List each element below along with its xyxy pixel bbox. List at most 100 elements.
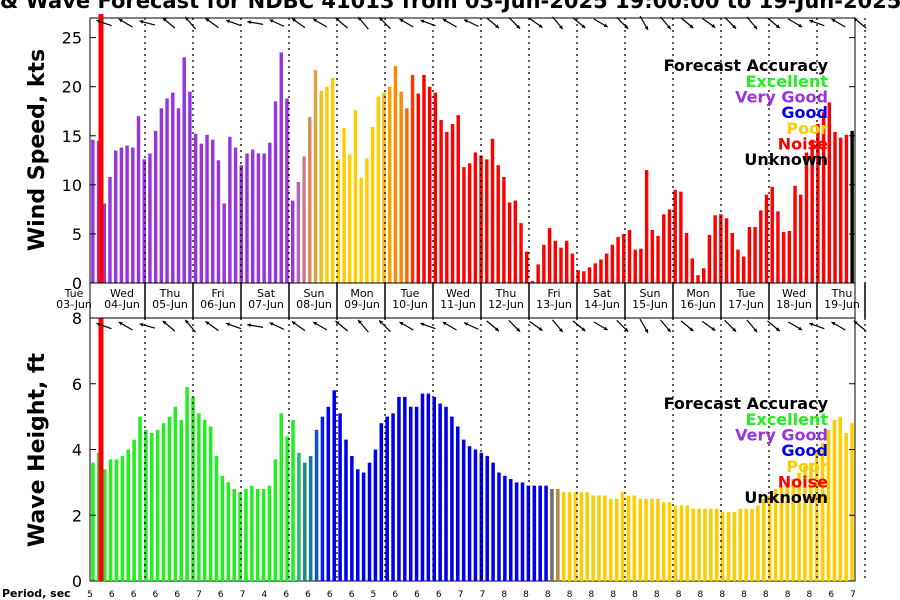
bar-105: [684, 232, 689, 283]
bar-8: [132, 439, 136, 581]
bar-73: [514, 482, 519, 582]
day-of-week-label: Thu: [495, 287, 517, 300]
bar-16: [176, 108, 181, 283]
bar-37: [303, 462, 307, 581]
legend-item: Excellent: [746, 72, 829, 91]
y-tick-label: 20: [62, 78, 82, 97]
bar-26: [233, 147, 238, 283]
bar-110: [713, 215, 717, 283]
direction-arrowhead-icon: [162, 320, 167, 325]
bar-106: [690, 258, 695, 283]
bar-22: [211, 139, 215, 283]
period-value: 7: [240, 590, 246, 600]
bar-72: [508, 479, 513, 581]
bar-19: [197, 413, 201, 581]
bar-75: [513, 200, 518, 283]
bar-44: [336, 159, 341, 283]
bar-29: [250, 149, 255, 283]
bar-47: [361, 472, 366, 581]
bar-127: [832, 419, 837, 581]
direction-arrowhead-icon: [162, 17, 167, 22]
bar-49: [365, 158, 369, 283]
bar-125: [820, 442, 825, 581]
direction-arrowhead-icon: [559, 25, 563, 30]
period-value: 7: [196, 590, 202, 600]
bar-94: [622, 233, 626, 283]
bar-64: [450, 124, 455, 283]
y-tick-label: 0: [72, 274, 82, 293]
direction-arrowhead-icon: [379, 320, 383, 325]
direction-arrowhead-icon: [581, 24, 586, 29]
bar-97: [656, 498, 660, 581]
bar-7: [126, 449, 131, 581]
bar-96: [633, 249, 637, 283]
bar-98: [661, 502, 666, 581]
bar-41: [319, 90, 323, 283]
direction-arrowhead-icon: [581, 327, 586, 332]
bar-58: [416, 93, 420, 283]
legend-item: Good: [781, 103, 828, 122]
y-tick-label: 5: [72, 225, 82, 244]
bar-88: [587, 267, 592, 283]
bar-123: [809, 462, 813, 581]
date-label: 15-Jun: [632, 298, 668, 311]
direction-arrowhead-icon: [379, 17, 383, 22]
period-value: 8: [741, 590, 747, 600]
bar-116: [767, 495, 772, 581]
wind-speed-axis-label: Wind Speed, kts: [25, 49, 50, 251]
bar-100: [656, 235, 660, 283]
period-value: 6: [414, 590, 420, 600]
bar-54: [403, 396, 407, 581]
bar-120: [791, 479, 795, 581]
bar-131: [833, 131, 837, 283]
day-of-week-label: Mon: [350, 287, 373, 300]
direction-arrowhead-icon: [463, 19, 468, 23]
direction-arrowhead-icon: [711, 24, 716, 28]
wave-height-panel: 0 2 4 6 8: [72, 309, 867, 591]
bar-32: [268, 142, 272, 283]
direction-arrowhead-icon: [495, 327, 499, 332]
bar-93: [632, 495, 637, 581]
bar-3: [102, 203, 106, 283]
direction-arrowhead-icon: [420, 322, 425, 327]
direction-arrowhead-icon: [335, 17, 340, 22]
bar-129: [821, 112, 826, 283]
bar-41: [326, 406, 331, 581]
direction-arrowhead-icon: [667, 328, 671, 333]
direction-arrowhead-icon: [732, 24, 737, 29]
period-value: 8: [785, 590, 791, 600]
bar-25: [232, 488, 236, 581]
legend-item: Unknown: [744, 150, 828, 169]
bar-66: [473, 449, 478, 581]
day-of-week-label: Mon: [686, 287, 709, 300]
bar-30: [261, 488, 266, 581]
bar-99: [650, 230, 655, 283]
bar-115: [741, 256, 746, 283]
bar-122: [803, 465, 807, 581]
bar-102: [685, 505, 690, 581]
direction-arrowhead-icon: [399, 322, 404, 326]
bar-129: [844, 433, 848, 581]
bar-121: [797, 472, 801, 581]
y-tick-label: 0: [72, 572, 82, 591]
bar-130: [827, 102, 832, 283]
day-of-week-label: Sun: [640, 287, 661, 300]
bar-21: [205, 134, 209, 283]
period-value: 7: [480, 590, 486, 600]
bar-31: [267, 485, 272, 581]
bar-119: [764, 194, 769, 283]
chart-title: & Wave Forecast for NDBC 41013 from 03-J…: [0, 0, 900, 13]
bar-80: [556, 488, 560, 581]
day-of-week-label: Tue: [64, 287, 84, 300]
bar-110: [732, 511, 737, 581]
bar-12: [155, 429, 160, 581]
direction-arrowhead-icon: [853, 17, 858, 22]
bar-126: [826, 429, 831, 581]
bar-127: [810, 139, 814, 283]
bar-34: [285, 436, 289, 581]
date-label: 06-Jun: [200, 298, 236, 311]
bar-52: [382, 92, 386, 283]
direction-arrowhead-icon: [269, 19, 274, 23]
